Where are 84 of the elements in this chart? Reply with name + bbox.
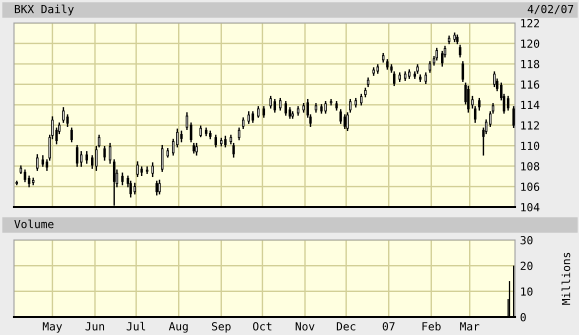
- y-tick-label: 30: [520, 236, 533, 244]
- candlestick: [42, 155, 44, 167]
- x-tick-label: Sep: [212, 322, 231, 333]
- x-tick-label: Feb: [422, 322, 441, 331]
- candlestick: [24, 170, 26, 182]
- candlestick: [186, 112, 188, 130]
- candlestick: [195, 142, 198, 156]
- candlestick: [86, 151, 88, 164]
- x-tick-label: Mar: [460, 322, 480, 331]
- y-tick-label: 108: [521, 162, 540, 171]
- x-tick-label: Aug: [168, 322, 188, 333]
- candlestick: [28, 176, 30, 188]
- candlestick: [134, 182, 136, 194]
- candlestick: [151, 162, 154, 178]
- x-tick-label: Oct: [253, 322, 272, 331]
- chart-title: BKX Daily: [14, 4, 74, 16]
- y-tick-label: 116: [521, 80, 540, 89]
- candlestick: [66, 114, 69, 127]
- y-tick-label: 110: [521, 142, 540, 150]
- y-tick-label: 0: [520, 313, 526, 322]
- candlestick: [458, 44, 462, 58]
- candlestick: [279, 98, 282, 111]
- x-tick-label: 07: [382, 322, 395, 331]
- y-tick-label: 104: [521, 203, 540, 212]
- candlestick: [80, 151, 82, 167]
- x-tick-label: Jun: [86, 322, 104, 331]
- candlestick: [262, 106, 266, 118]
- candlestick: [103, 146, 106, 161]
- candlestick: [493, 71, 496, 88]
- candlestick: [252, 111, 254, 123]
- candlestick: [346, 112, 349, 132]
- candlestick: [214, 134, 218, 148]
- candlestick: [121, 172, 124, 186]
- candlestick: [180, 130, 183, 142]
- candlestick: [512, 106, 515, 128]
- candlestick: [284, 101, 288, 116]
- candlestick: [269, 96, 272, 109]
- y-tick-label: 106: [521, 182, 540, 191]
- candlestick: [330, 98, 332, 106]
- y-tick-label: 122: [521, 19, 539, 28]
- text: 4/02/07: [528, 4, 574, 14]
- candlestick: [199, 126, 202, 138]
- candlestick: [62, 107, 65, 123]
- candlestick: [238, 128, 240, 140]
- y-tick-label: 112: [521, 121, 539, 130]
- candlestick: [349, 98, 352, 113]
- candlestick: [467, 86, 470, 113]
- candlestick: [274, 98, 276, 113]
- candlestick: [324, 101, 327, 114]
- candlestick: [247, 111, 250, 124]
- chart-title: Volume: [14, 220, 54, 228]
- y-tick-label: 10: [521, 287, 533, 296]
- candlestick: [386, 59, 389, 70]
- candlestick: [360, 94, 363, 106]
- candlestick: [242, 117, 244, 129]
- candlestick: [478, 98, 481, 111]
- y-tick-label: 118: [521, 60, 540, 68]
- candlestick: [462, 61, 464, 82]
- candlestick: [156, 180, 158, 196]
- x-tick-label: May: [42, 322, 62, 333]
- candlestick: [344, 114, 346, 129]
- candlestick: [506, 96, 510, 111]
- y-tick-label: 20: [520, 262, 533, 270]
- candlestick: [339, 109, 342, 124]
- x-tick-label: Nov: [296, 322, 314, 331]
- candlestick: [424, 72, 428, 84]
- x-tick-label: Jul: [126, 322, 146, 331]
- candlestick: [146, 166, 148, 174]
- candlestick: [224, 136, 227, 148]
- candlestick: [70, 128, 73, 142]
- y-tick-label: 114: [521, 100, 540, 110]
- candlestick: [288, 107, 292, 119]
- y2-axis-title: Millions: [562, 252, 570, 305]
- candlestick: [108, 142, 112, 164]
- candlestick: [36, 154, 39, 171]
- candlestick: [428, 61, 432, 73]
- candlestick: [76, 144, 78, 167]
- candlestick: [161, 144, 164, 172]
- candlestick: [257, 106, 260, 118]
- y-tick-label: 120: [521, 39, 540, 48]
- candlestick: [136, 161, 139, 178]
- candlestick: [190, 122, 192, 142]
- x-tick-label: Dec: [336, 322, 356, 331]
- candlestick: [192, 142, 196, 154]
